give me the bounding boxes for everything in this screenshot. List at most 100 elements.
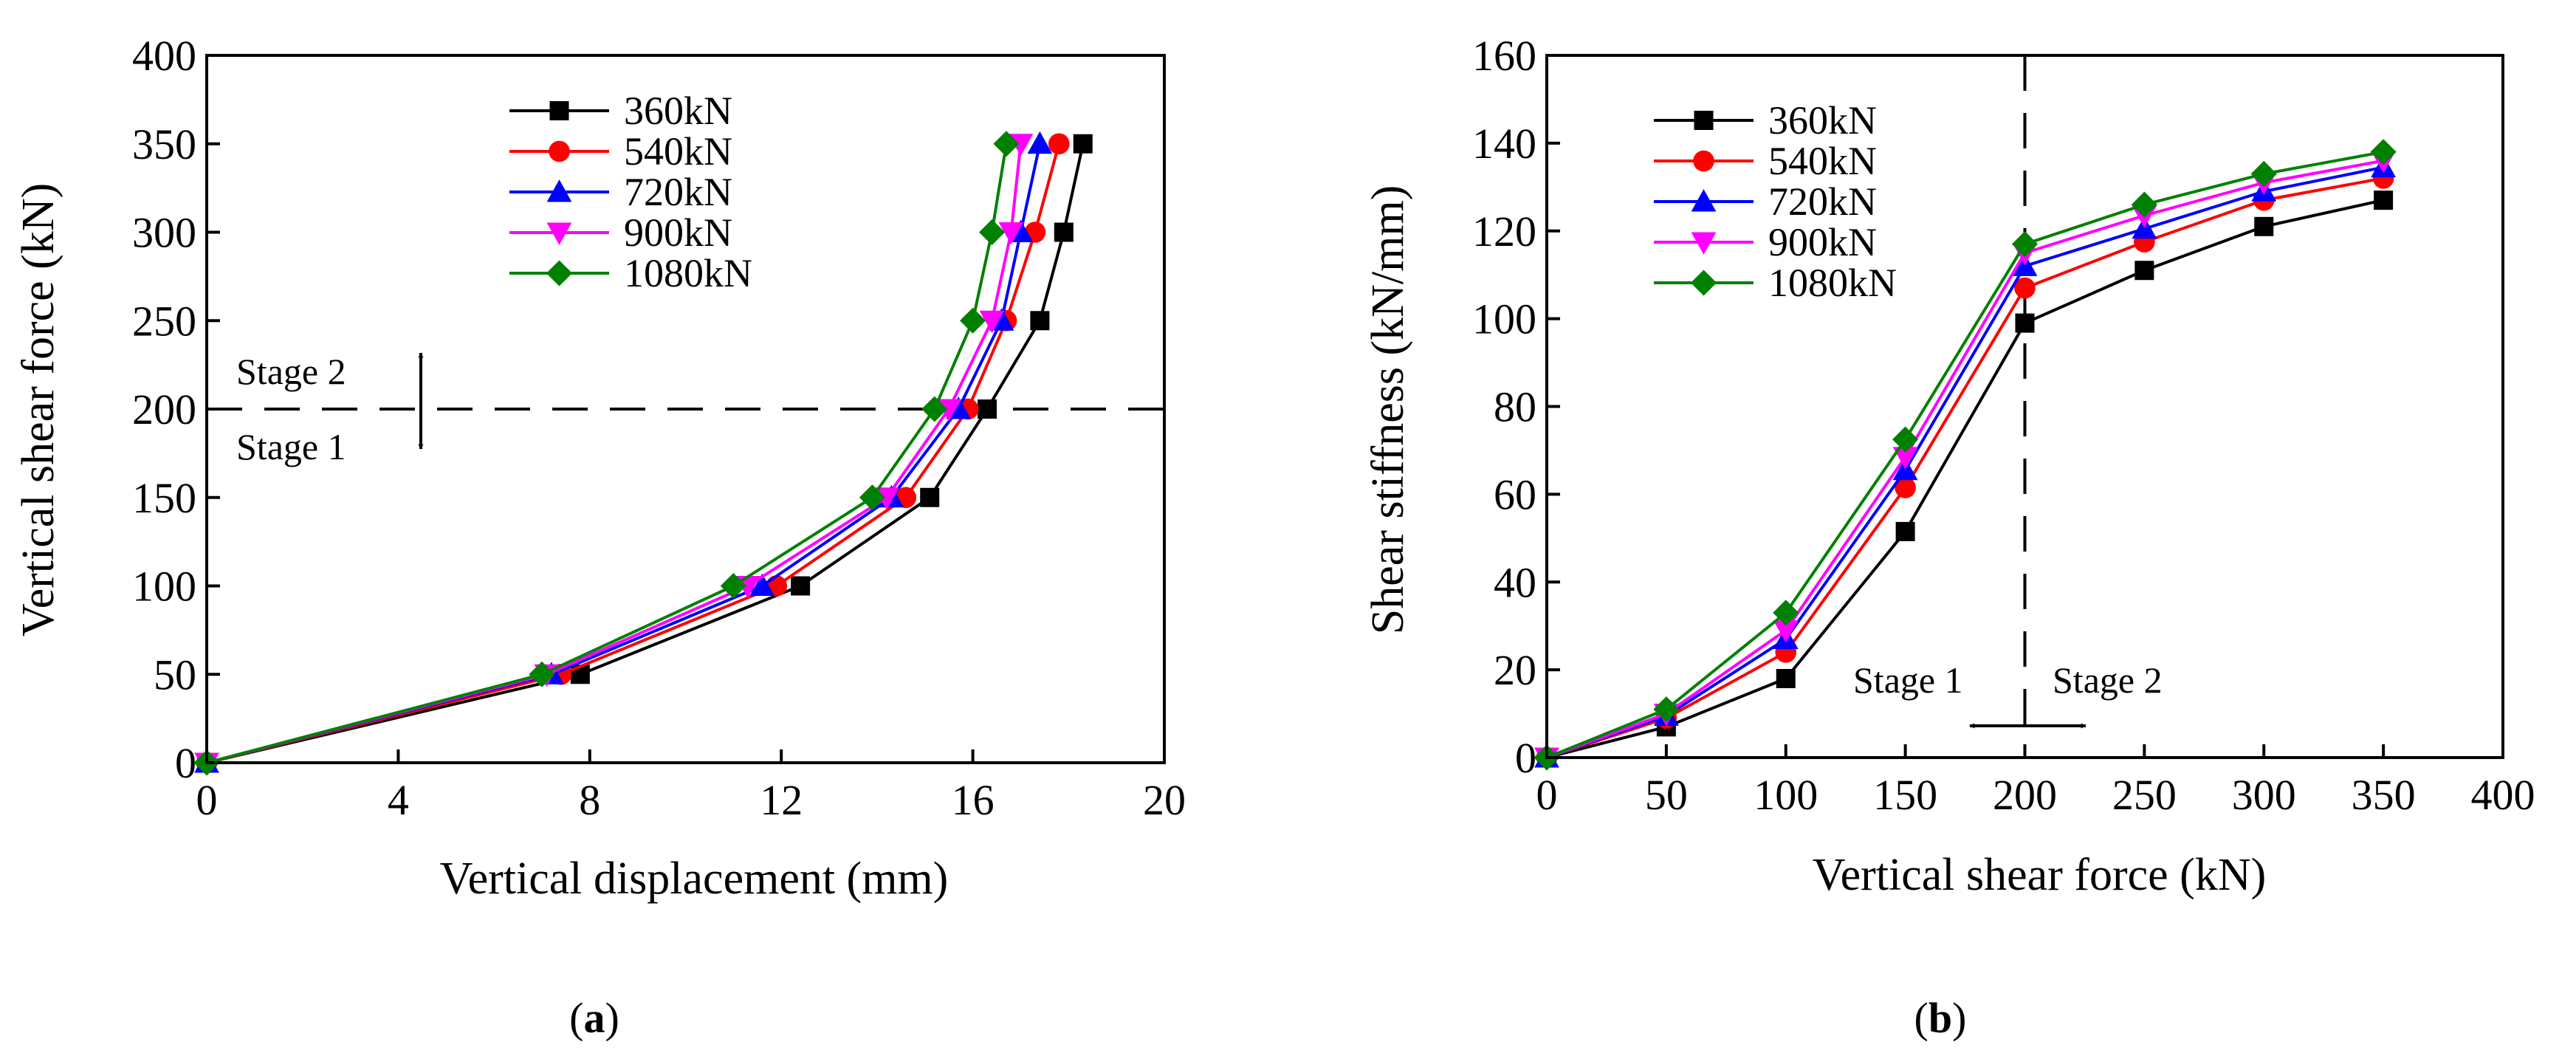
chart-a-data-point xyxy=(978,399,997,419)
chart-b-y-tick-label: 160 xyxy=(1472,32,1536,80)
chart-b-data-point xyxy=(2015,313,2035,333)
chart-a-y-tick-label: 50 xyxy=(154,651,196,699)
chart-b-data-point xyxy=(1895,477,1916,498)
chart-b-x-tick-label: 200 xyxy=(1993,771,2057,819)
chart-a-legend-item: 360kN xyxy=(509,89,732,133)
chart-b-data-point xyxy=(2011,231,2039,258)
chart-b-series-line xyxy=(1546,199,2384,759)
chart-a-stage-upper-label: Stage 2 xyxy=(236,351,346,392)
chart-a: 0 4 8 12 16 20 0 50 100 150 200 250 300 350 400 360kN… xyxy=(13,32,1186,1042)
chart-b-x-tick-label: 400 xyxy=(2471,771,2535,819)
chart-b-legend-item: 720kN xyxy=(1654,179,1877,224)
chart-b-data-point xyxy=(2131,191,2157,218)
chart-b-series-360kN xyxy=(1537,191,2394,767)
chart-b-legend-marker xyxy=(1693,150,1714,172)
chart-a-legend-label: 720kN xyxy=(624,170,732,214)
chart-b-plot-frame xyxy=(1545,54,2504,759)
chart-a-legend-item: 1080kN xyxy=(509,251,752,295)
chart-a-x-axis-title: Vertical displacement (mm) xyxy=(440,854,949,904)
chart-a-y-tick-label: 200 xyxy=(132,385,196,433)
chart-a-data-point xyxy=(720,572,746,600)
chart-a-data-point xyxy=(859,484,885,511)
chart-b-y-tick-label: 100 xyxy=(1472,295,1536,343)
chart-b-legend-marker xyxy=(1690,270,1717,296)
chart-b-stage-left-label: Stage 1 xyxy=(1853,659,1963,701)
chart-b-data-point xyxy=(2250,160,2277,188)
chart-b-legend-label: 360kN xyxy=(1768,98,1877,143)
chart-a-data-point xyxy=(920,487,940,507)
chart-a-stage-lower-label: Stage 1 xyxy=(236,426,346,467)
chart-b-legend-item: 540kN xyxy=(1654,139,1877,183)
chart-b-x-tick-label: 300 xyxy=(2232,771,2296,819)
chart-a-y-tick-label: 400 xyxy=(132,32,196,80)
chart-b-data-point xyxy=(2374,191,2394,210)
chart-b-y-axis-title: Shear stiffness (kN/mm) xyxy=(1363,185,1413,634)
chart-a-legend-item: 720kN xyxy=(509,170,732,214)
chart-b-y-tick-label: 60 xyxy=(1494,470,1536,518)
chart-a-data-point xyxy=(1027,131,1053,154)
chart-b-x-ticks: 0 50 100 150 200 250 300 350 400 xyxy=(1536,744,2535,819)
chart-a-data-point xyxy=(1030,311,1050,331)
chart-a-legend-label: 1080kN xyxy=(624,251,752,295)
chart-b-series-540kN xyxy=(1536,168,2394,769)
chart-b-series-720kN xyxy=(1534,154,2397,768)
chart-a-series-line xyxy=(206,143,1061,764)
chart-b-legend-item: 360kN xyxy=(1654,98,1877,143)
chart-a-series xyxy=(193,131,1093,776)
chart-a-series-1080kN xyxy=(193,131,1020,776)
chart-b-legend-marker xyxy=(1694,111,1714,130)
chart-b-legend-label: 900kN xyxy=(1768,220,1877,264)
chart-a-data-point xyxy=(791,576,811,596)
chart-a-y-tick-label: 100 xyxy=(132,563,196,611)
chart-b-y-tick-label: 80 xyxy=(1494,383,1536,431)
chart-a-data-point xyxy=(998,222,1024,245)
chart-b-y-ticks: 0 20 40 60 80 100 120 140 160 xyxy=(1472,32,1560,782)
chart-b-data-point xyxy=(1653,696,1680,723)
chart-a-data-point xyxy=(1054,222,1074,242)
chart-b-y-tick-label: 20 xyxy=(1494,646,1536,694)
chart-b-data-point xyxy=(1892,426,1919,453)
chart-b-series-line xyxy=(1546,165,2384,759)
chart-b-x-tick-label: 100 xyxy=(1754,771,1818,819)
chart-b-y-tick-label: 40 xyxy=(1494,558,1536,606)
chart-a-y-tick-label: 150 xyxy=(132,474,196,522)
chart-b-x-tick-label: 150 xyxy=(1873,771,1937,819)
chart-a-y-tick-label: 0 xyxy=(175,739,196,787)
chart-b-legend-label: 540kN xyxy=(1768,139,1877,183)
chart-b-data-point xyxy=(2134,261,2154,281)
chart-a-legend-marker xyxy=(546,222,572,245)
chart-a-data-point xyxy=(1073,134,1093,154)
chart-b-data-point xyxy=(1776,669,1796,689)
chart-a-x-tick-label: 4 xyxy=(388,776,409,824)
chart-b-data-point xyxy=(1895,521,1915,541)
chart-a-y-tick-label: 250 xyxy=(132,297,196,345)
chart-b-legend-label: 720kN xyxy=(1768,179,1877,224)
chart-b-data-point xyxy=(2014,277,2036,299)
chart-a-y-tick-label: 350 xyxy=(132,120,196,168)
chart-b-x-tick-label: 350 xyxy=(2352,771,2416,819)
chart-b-data-point xyxy=(1892,447,1918,470)
chart-b: 0 50 100 150 200 250 300 350 400 0 20 40 60 80 100 120… xyxy=(1363,32,2535,1042)
chart-a-data-point xyxy=(979,310,1005,334)
chart-b-y-tick-label: 140 xyxy=(1472,120,1536,168)
chart-a-x-tick-label: 16 xyxy=(952,776,995,824)
chart-b-data-point xyxy=(1773,620,1799,643)
chart-a-series-line xyxy=(206,143,1042,764)
chart-b-x-tick-label: 250 xyxy=(2112,771,2177,819)
chart-a-legend-marker xyxy=(546,260,573,286)
chart-b-data-point xyxy=(1773,600,1799,626)
chart-b-series-line xyxy=(1546,150,2384,759)
chart-a-plot-frame xyxy=(205,54,1166,764)
chart-a-legend-marker xyxy=(549,140,570,162)
chart-a-x-ticks: 0 4 8 12 16 20 xyxy=(196,749,1186,824)
chart-b-y-tick-label: 0 xyxy=(1515,734,1536,782)
chart-b-x-tick-label: 0 xyxy=(1536,771,1558,819)
chart-a-data-point xyxy=(749,573,775,597)
chart-b-data-point xyxy=(2254,216,2274,236)
chart-a-legend-item: 900kN xyxy=(509,210,732,255)
chart-b-series-line xyxy=(1546,176,2384,759)
chart-b-series xyxy=(1533,139,2397,771)
chart-b-x-tick-label: 50 xyxy=(1645,771,1688,819)
chart-a-legend-item: 540kN xyxy=(509,129,732,174)
